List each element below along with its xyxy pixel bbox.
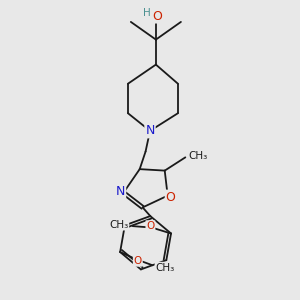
Text: N: N [116, 185, 125, 198]
Text: O: O [134, 256, 142, 266]
Text: CH₃: CH₃ [188, 151, 208, 161]
Text: O: O [146, 221, 154, 231]
Text: CH₃: CH₃ [155, 262, 175, 273]
Text: O: O [166, 190, 176, 204]
Text: CH₃: CH₃ [109, 220, 128, 230]
Text: O: O [152, 10, 162, 22]
Text: H: H [143, 8, 151, 18]
Text: N: N [145, 124, 155, 137]
